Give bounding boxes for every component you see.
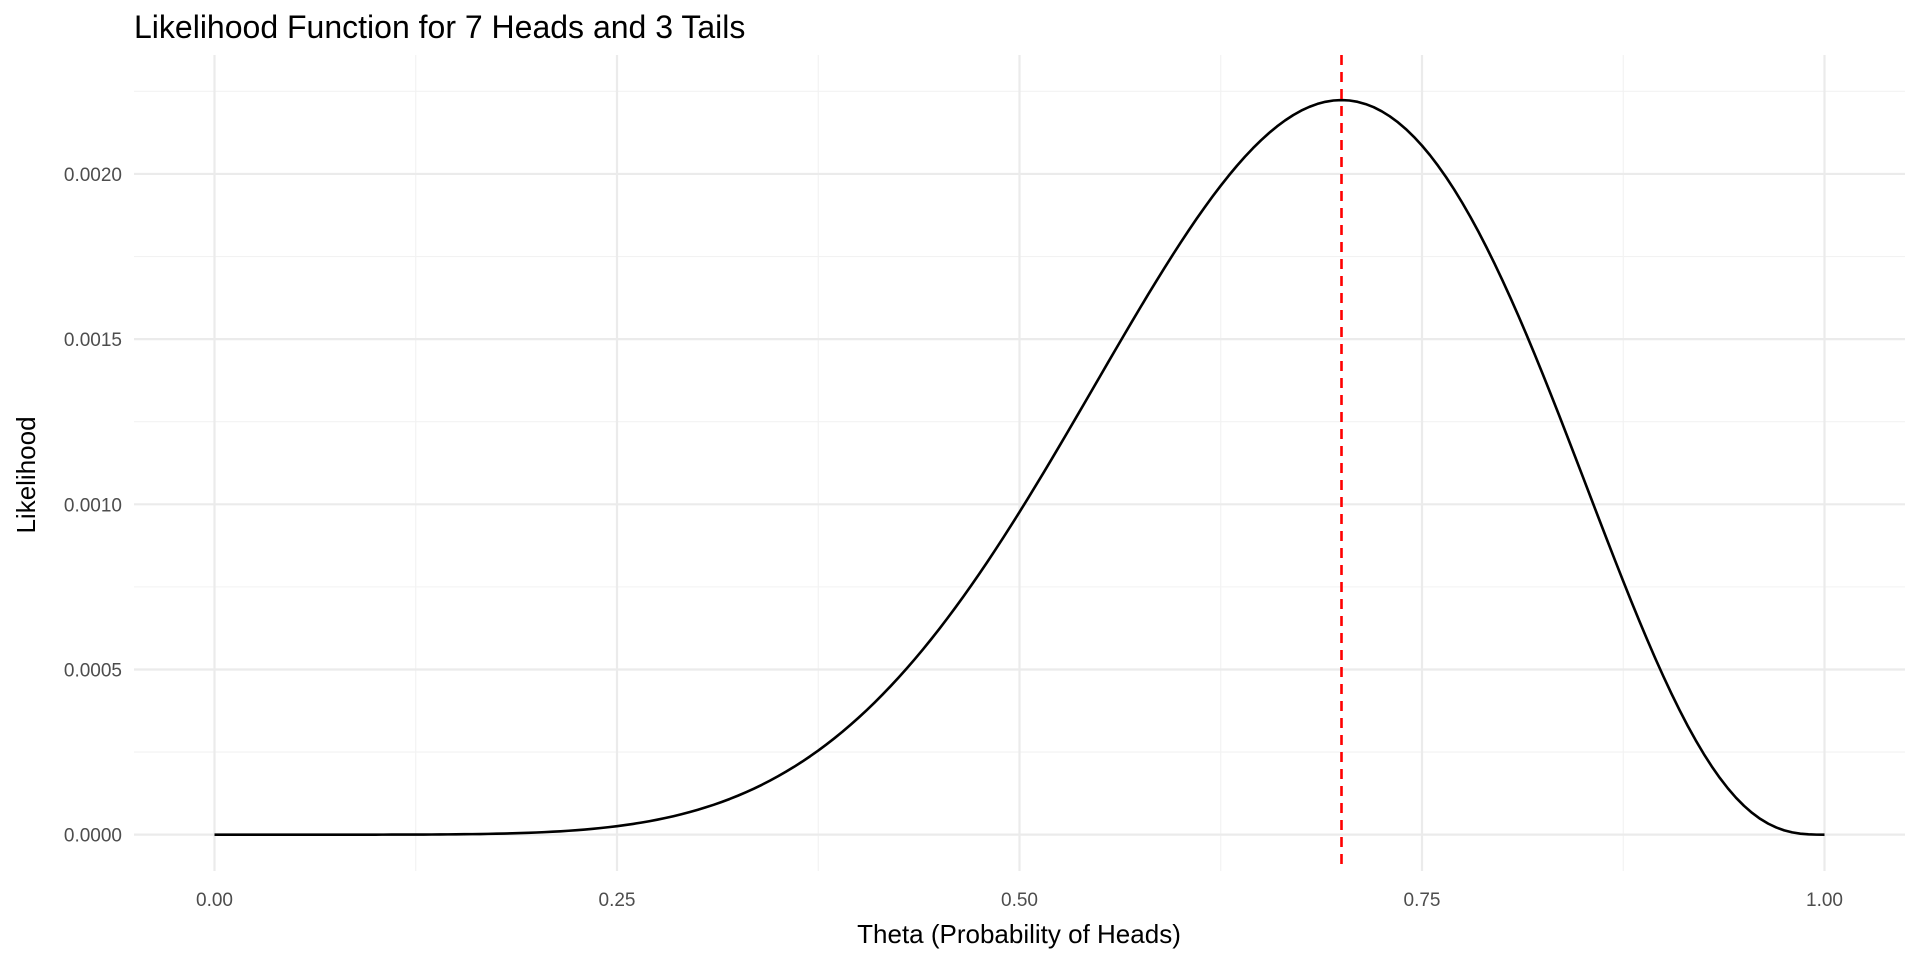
y-tick-label: 0.0005 xyxy=(64,660,122,681)
y-tick-label: 0.0015 xyxy=(64,330,122,351)
y-axis-label: Likelihood xyxy=(11,416,41,533)
y-axis-ticks: 0.0000 0.0005 0.0010 0.0015 0.0020 xyxy=(64,165,122,847)
series-layer xyxy=(214,98,1825,836)
y-tick-label: 0.0000 xyxy=(64,826,122,847)
x-tick-label: 0.25 xyxy=(599,890,636,911)
x-tick-label: 0.75 xyxy=(1404,890,1441,911)
x-axis-ticks: 0.00 0.25 0.50 0.75 1.00 xyxy=(196,890,1843,911)
chart-title: Likelihood Function for 7 Heads and 3 Ta… xyxy=(134,9,745,45)
major-gridlines xyxy=(134,55,1905,871)
likelihood-curve xyxy=(214,98,1825,836)
x-tick-label: 0.50 xyxy=(1001,890,1038,911)
x-axis-label: Theta (Probability of Heads) xyxy=(857,919,1181,949)
y-tick-label: 0.0010 xyxy=(64,495,122,516)
x-tick-label: 1.00 xyxy=(1806,890,1843,911)
y-tick-label: 0.0020 xyxy=(64,165,122,186)
x-tick-label: 0.00 xyxy=(196,890,233,911)
